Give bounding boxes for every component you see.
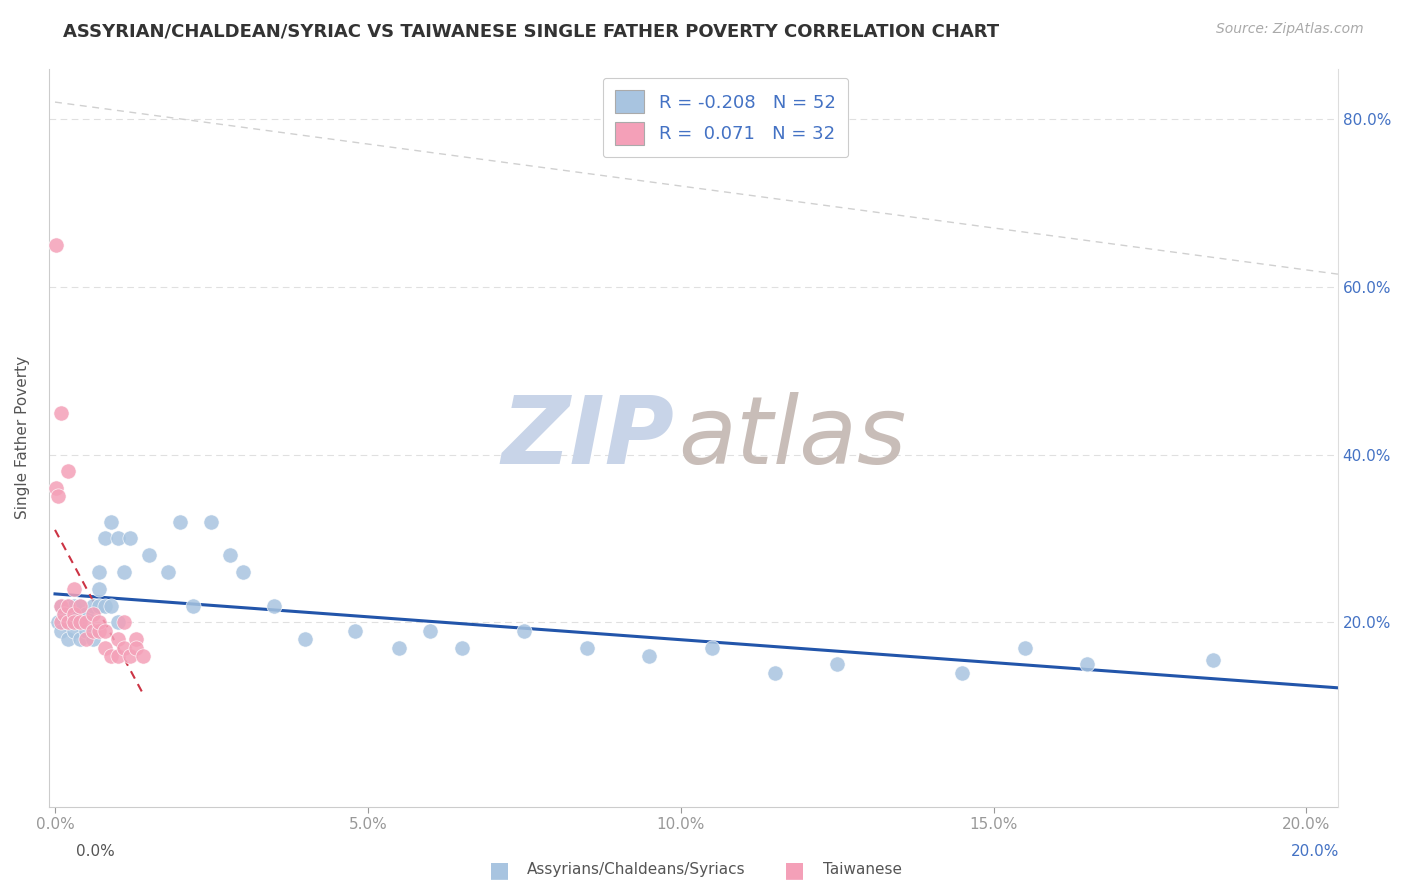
Point [51, 615, 73, 630]
Point [56, 632, 79, 647]
Point [125, 640, 148, 655]
Point [112, 615, 135, 630]
Point [294, 632, 316, 647]
Point [156, 565, 179, 579]
Point [120, 532, 142, 546]
Point [87, 599, 110, 613]
Point [62, 599, 84, 613]
Point [62, 624, 84, 638]
Point [75, 632, 97, 647]
Point [56, 615, 79, 630]
Point [513, 624, 536, 638]
Point [344, 624, 367, 638]
Point [131, 648, 153, 663]
Point [62, 582, 84, 596]
Point [700, 640, 723, 655]
Point [75, 615, 97, 630]
Point [107, 615, 129, 630]
Point [51, 599, 73, 613]
Point [950, 665, 973, 680]
Point [825, 657, 848, 672]
Point [51, 599, 73, 613]
Text: ■: ■ [489, 860, 509, 880]
Point [1014, 640, 1036, 655]
Point [62, 607, 84, 621]
Point [87, 615, 110, 630]
Point [62, 607, 84, 621]
Text: Assyrians/Chaldeans/Syriacs: Assyrians/Chaldeans/Syriacs [527, 863, 745, 877]
Point [388, 640, 411, 655]
Point [575, 640, 598, 655]
Point [107, 632, 129, 647]
Point [51, 624, 73, 638]
Text: Source: ZipAtlas.com: Source: ZipAtlas.com [1216, 22, 1364, 37]
Point [138, 548, 160, 562]
Point [1076, 657, 1098, 672]
Text: atlas: atlas [678, 392, 905, 483]
Point [87, 582, 110, 596]
Point [112, 565, 135, 579]
Point [763, 665, 786, 680]
Point [53, 607, 76, 621]
Point [94, 532, 117, 546]
Point [1201, 653, 1223, 667]
Text: ASSYRIAN/CHALDEAN/SYRIAC VS TAIWANESE SINGLE FATHER POVERTY CORRELATION CHART: ASSYRIAN/CHALDEAN/SYRIAC VS TAIWANESE SI… [63, 22, 1000, 40]
Text: Taiwanese: Taiwanese [823, 863, 901, 877]
Point [51, 406, 73, 420]
Text: 0.0%: 0.0% [76, 845, 115, 859]
Point [232, 565, 254, 579]
Text: ZIP: ZIP [501, 392, 673, 483]
Point [125, 632, 148, 647]
Point [87, 565, 110, 579]
Point [82, 599, 104, 613]
Point [46, 490, 69, 504]
Point [75, 607, 97, 621]
Point [82, 607, 104, 621]
Point [200, 515, 222, 529]
Point [62, 615, 84, 630]
Point [56, 615, 79, 630]
Point [100, 515, 122, 529]
Point [107, 648, 129, 663]
Y-axis label: Single Father Poverty: Single Father Poverty [15, 356, 30, 519]
Point [112, 640, 135, 655]
Point [450, 640, 472, 655]
Legend: R = -0.208   N = 52, R =  0.071   N = 32: R = -0.208 N = 52, R = 0.071 N = 32 [603, 78, 848, 157]
Point [263, 599, 285, 613]
Point [69, 632, 91, 647]
Point [87, 624, 110, 638]
Point [56, 599, 79, 613]
Point [69, 599, 91, 613]
Point [638, 648, 661, 663]
Point [181, 599, 204, 613]
Text: ■: ■ [785, 860, 804, 880]
Text: 20.0%: 20.0% [1291, 845, 1339, 859]
Point [69, 615, 91, 630]
Point [45, 481, 67, 495]
Point [56, 464, 79, 478]
Point [69, 615, 91, 630]
Point [100, 599, 122, 613]
Point [46, 615, 69, 630]
Point [107, 532, 129, 546]
Point [82, 632, 104, 647]
Point [94, 624, 117, 638]
Point [45, 237, 67, 252]
Point [419, 624, 441, 638]
Point [100, 648, 122, 663]
Point [120, 648, 142, 663]
Point [75, 607, 97, 621]
Point [94, 640, 117, 655]
Point [69, 599, 91, 613]
Point [219, 548, 242, 562]
Point [56, 599, 79, 613]
Point [94, 599, 117, 613]
Point [82, 624, 104, 638]
Point [169, 515, 191, 529]
Point [53, 607, 76, 621]
Point [75, 624, 97, 638]
